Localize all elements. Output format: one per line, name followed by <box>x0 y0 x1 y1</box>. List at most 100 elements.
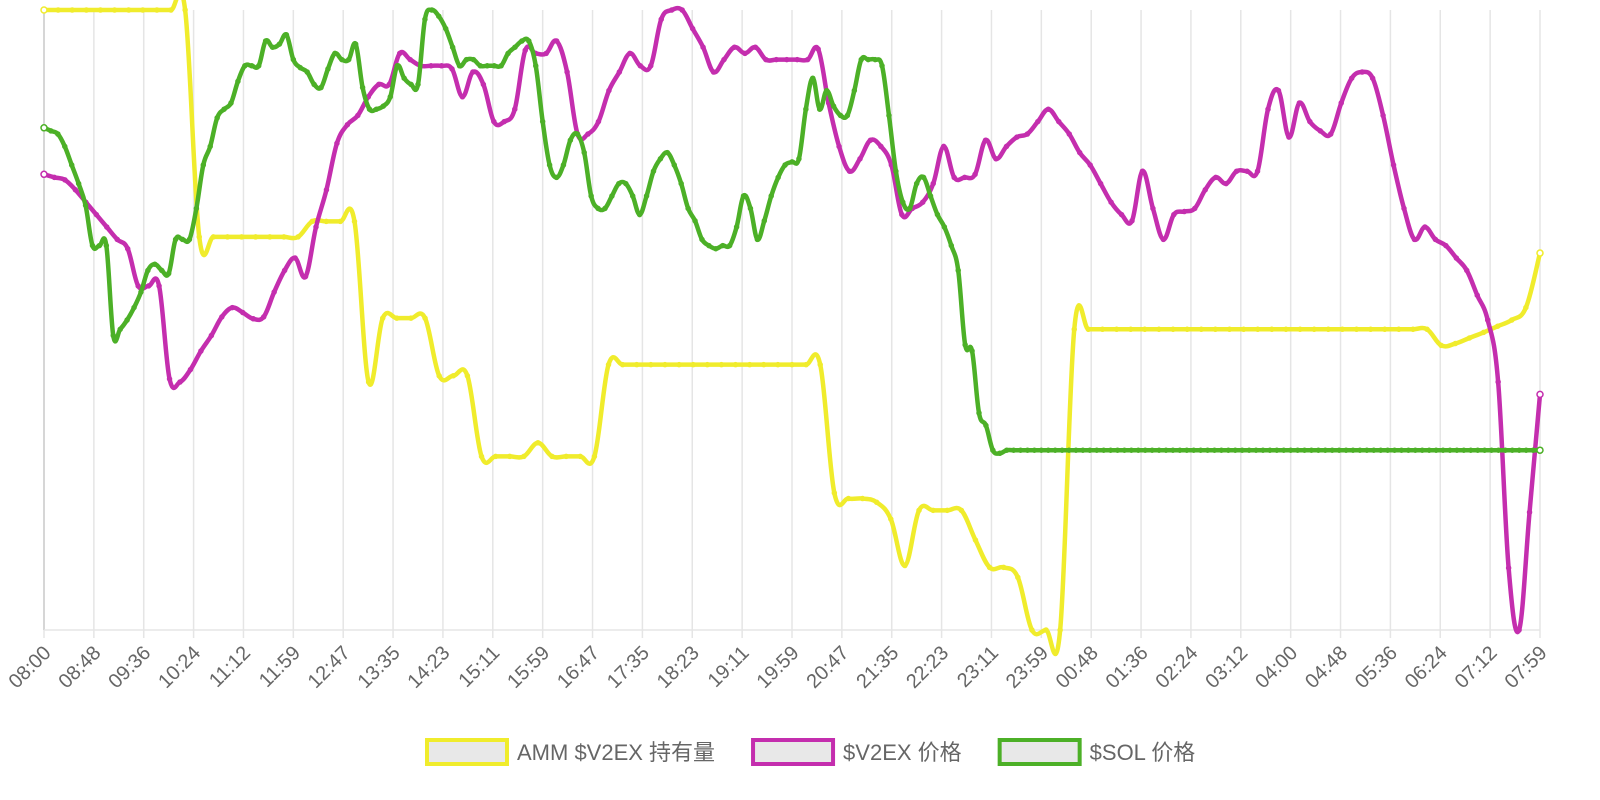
data-point[interactable] <box>657 156 664 162</box>
data-point[interactable] <box>851 87 858 94</box>
data-point[interactable] <box>930 507 936 514</box>
data-point[interactable] <box>117 326 123 333</box>
data-point[interactable] <box>782 162 788 168</box>
data-point[interactable] <box>1149 447 1155 453</box>
data-point[interactable] <box>1087 447 1093 453</box>
data-point[interactable] <box>732 361 739 368</box>
data-point[interactable] <box>1184 447 1190 453</box>
data-point[interactable] <box>1223 180 1229 187</box>
data-point[interactable] <box>62 143 68 150</box>
data-point[interactable] <box>519 38 525 44</box>
data-point[interactable] <box>325 66 331 72</box>
data-point[interactable] <box>198 348 204 354</box>
data-point[interactable] <box>1163 447 1169 453</box>
data-point[interactable] <box>512 44 518 50</box>
data-point[interactable] <box>595 205 601 212</box>
data-point[interactable] <box>210 234 217 240</box>
data-point[interactable] <box>505 50 511 57</box>
data-point[interactable] <box>396 50 403 57</box>
data-point[interactable] <box>380 103 387 109</box>
data-point[interactable] <box>1142 447 1148 453</box>
data-point[interactable] <box>506 453 513 460</box>
data-point[interactable] <box>165 270 172 277</box>
data-point[interactable] <box>623 180 629 187</box>
data-point[interactable] <box>1003 447 1010 453</box>
data-point[interactable] <box>68 162 75 168</box>
data-point[interactable] <box>1401 205 1407 212</box>
data-point[interactable] <box>916 507 922 514</box>
data-point[interactable] <box>609 193 615 199</box>
data-point[interactable] <box>1113 326 1120 333</box>
data-point[interactable] <box>187 366 194 373</box>
data-point[interactable] <box>1197 447 1204 453</box>
data-point[interactable] <box>1043 627 1049 633</box>
data-point[interactable] <box>668 7 675 13</box>
data-point[interactable] <box>1523 447 1529 453</box>
data-point[interactable] <box>845 495 852 502</box>
data-point[interactable] <box>283 32 290 38</box>
data-point[interactable] <box>893 168 899 174</box>
data-point[interactable] <box>408 81 414 88</box>
data-point[interactable] <box>1156 326 1162 333</box>
data-point[interactable] <box>271 289 277 295</box>
data-point[interactable] <box>196 234 202 240</box>
data-point[interactable] <box>492 453 499 460</box>
data-point[interactable] <box>478 453 485 460</box>
data-point[interactable] <box>97 7 104 13</box>
data-point[interactable] <box>1108 199 1114 205</box>
data-point[interactable] <box>75 180 82 187</box>
data-point[interactable] <box>1267 447 1273 453</box>
data-point[interactable] <box>124 317 130 323</box>
data-point[interactable] <box>1338 100 1344 106</box>
data-point[interactable] <box>1380 112 1386 119</box>
data-point[interactable] <box>501 118 508 125</box>
data-point[interactable] <box>131 304 137 311</box>
data-point[interactable] <box>768 193 774 199</box>
data-point[interactable] <box>313 224 319 230</box>
data-point[interactable] <box>114 236 120 243</box>
data-point[interactable] <box>1127 326 1134 333</box>
data-point[interactable] <box>1239 447 1245 453</box>
data-point[interactable] <box>1464 267 1470 274</box>
data-point[interactable] <box>1045 447 1052 453</box>
data-point[interactable] <box>585 131 591 137</box>
data-point[interactable] <box>951 174 957 181</box>
data-point[interactable] <box>650 168 657 174</box>
data-point[interactable] <box>401 75 407 81</box>
data-point[interactable] <box>40 6 48 14</box>
data-point[interactable] <box>619 361 626 368</box>
data-point[interactable] <box>1526 509 1533 515</box>
data-point[interactable] <box>345 56 352 63</box>
data-point[interactable] <box>1286 134 1292 140</box>
data-point[interactable] <box>1301 447 1308 453</box>
data-point[interactable] <box>318 84 324 91</box>
data-point[interactable] <box>930 180 936 187</box>
data-point[interactable] <box>899 211 905 218</box>
data-point[interactable] <box>1509 447 1516 453</box>
data-point[interactable] <box>229 304 236 311</box>
data-point[interactable] <box>168 7 174 13</box>
data-point[interactable] <box>804 56 811 63</box>
data-point[interactable] <box>1017 447 1024 453</box>
data-point[interactable] <box>1045 106 1052 112</box>
data-point[interactable] <box>690 361 696 368</box>
data-point[interactable] <box>1505 565 1512 571</box>
data-point[interactable] <box>1405 447 1412 453</box>
data-point[interactable] <box>1212 326 1219 333</box>
data-point[interactable] <box>1160 236 1167 243</box>
data-point[interactable] <box>1343 447 1349 453</box>
data-point[interactable] <box>177 379 183 385</box>
data-point[interactable] <box>1382 326 1388 333</box>
data-point[interactable] <box>733 224 740 230</box>
data-point[interactable] <box>1454 447 1460 453</box>
data-point[interactable] <box>1329 447 1335 453</box>
data-point[interactable] <box>249 63 255 69</box>
data-point[interactable] <box>1371 447 1377 453</box>
data-point[interactable] <box>1170 447 1176 453</box>
data-point[interactable] <box>1118 211 1125 218</box>
data-point[interactable] <box>1066 447 1072 453</box>
data-point[interactable] <box>1339 326 1346 333</box>
data-point[interactable] <box>1509 317 1515 323</box>
data-point[interactable] <box>920 199 926 205</box>
data-point[interactable] <box>1377 447 1384 453</box>
